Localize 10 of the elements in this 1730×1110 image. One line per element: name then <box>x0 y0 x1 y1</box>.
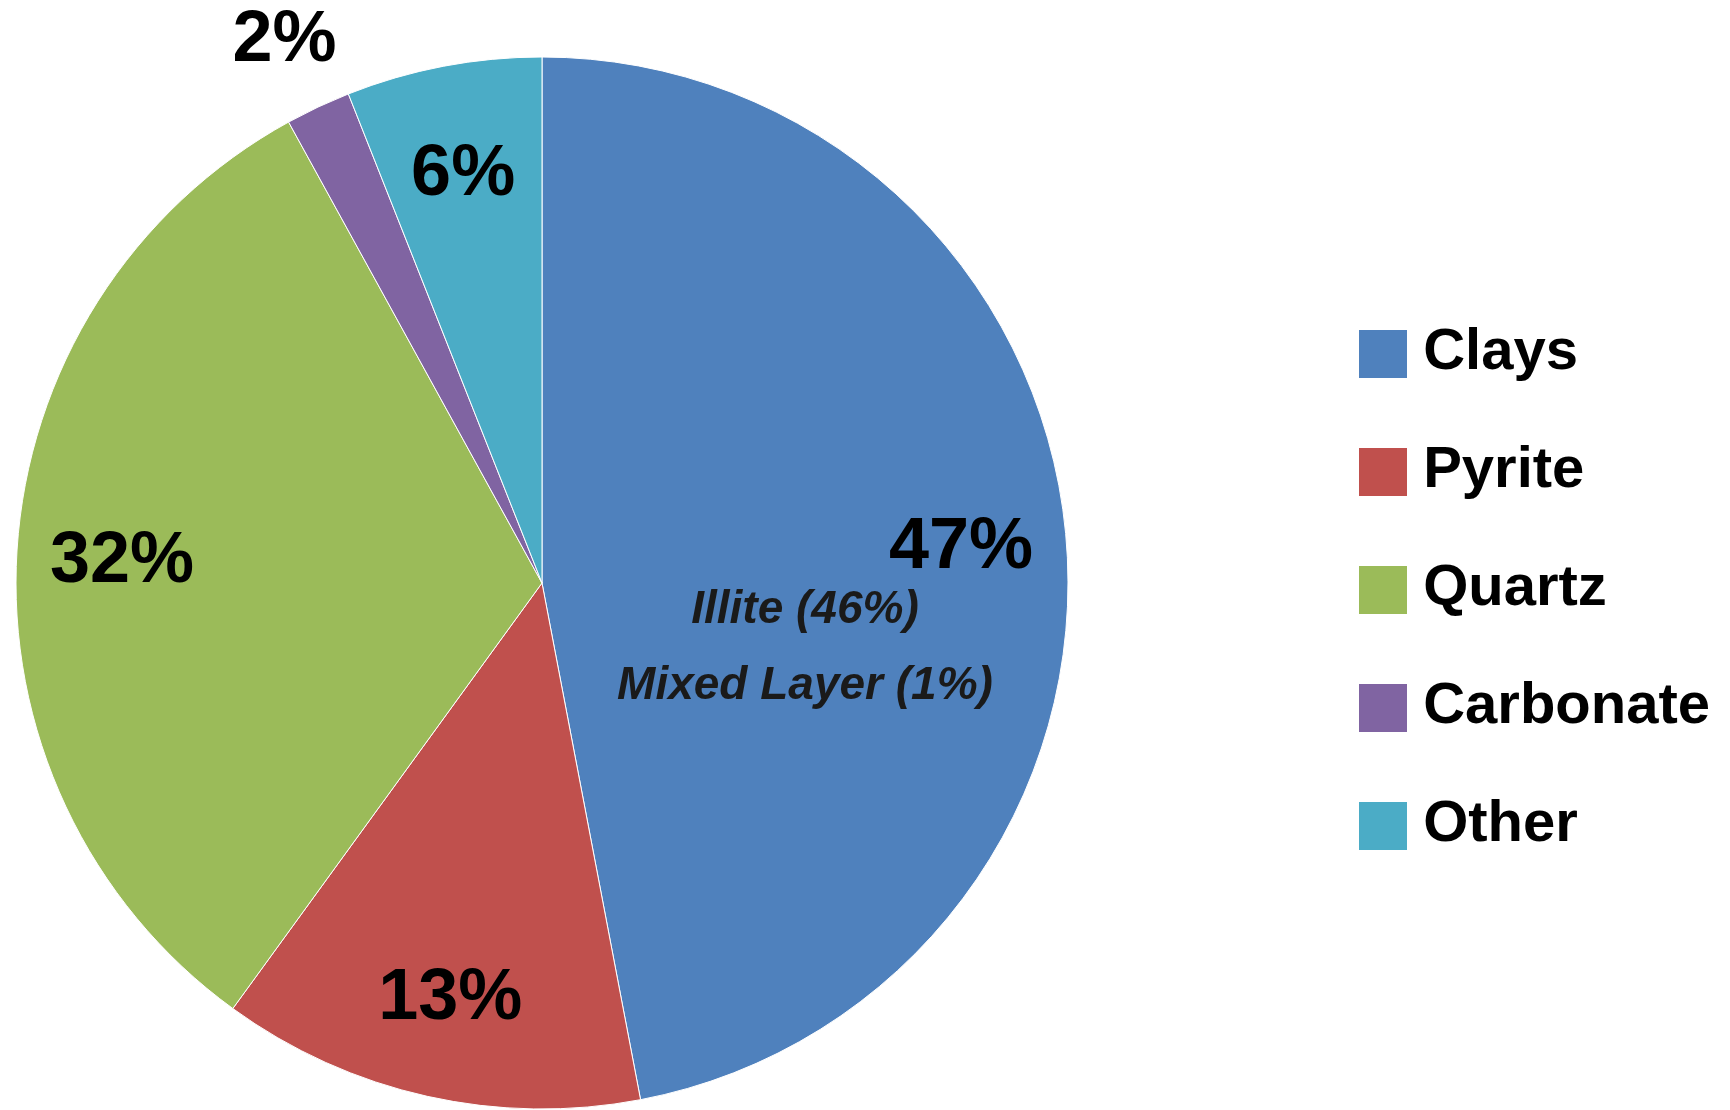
data-label: 6% <box>411 129 516 210</box>
legend-label: Other <box>1423 788 1578 853</box>
data-label: 32% <box>49 516 195 597</box>
legend-label: Carbonate <box>1423 670 1710 735</box>
text: Mixed Layer (1%) <box>616 656 994 710</box>
legend-label: Clays <box>1423 316 1578 381</box>
data-label: 13% <box>378 953 523 1034</box>
legend-label: Quartz <box>1423 552 1607 617</box>
data-label: 2% <box>232 0 337 76</box>
legend-label: Pyrite <box>1423 434 1585 499</box>
